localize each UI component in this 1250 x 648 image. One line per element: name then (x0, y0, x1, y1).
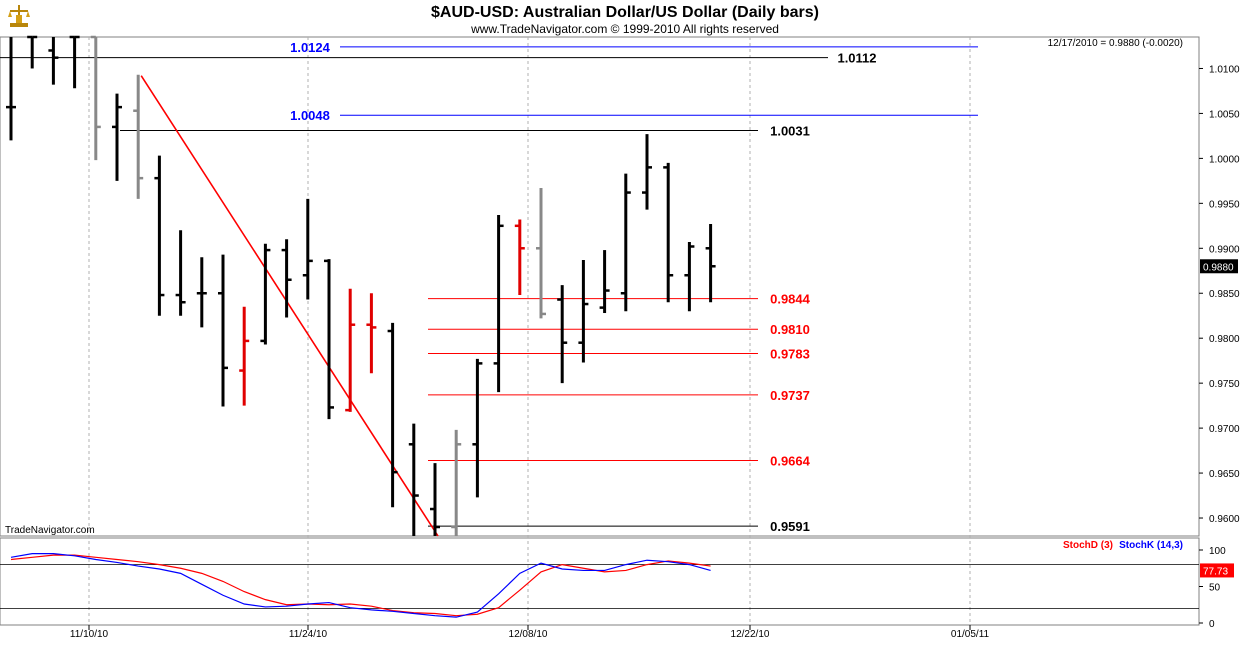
ohlc-bar (196, 257, 207, 328)
ohlc-bar (6, 37, 16, 141)
ohlc-bar (366, 293, 377, 374)
ohlc-bar (90, 35, 101, 161)
osc-legend-entry: StochD (3) (1063, 540, 1113, 551)
stochastic-panel: 100 50 0 StochK (14,3) StochD (3) 77.73 (0, 540, 1234, 630)
ohlc-bar (260, 243, 271, 345)
ohlc-bar (599, 250, 610, 314)
ohlc-bar (493, 215, 504, 393)
watermark: TradeNavigator.com (5, 525, 95, 536)
ohlc-bar (557, 285, 568, 384)
ohlc-bar (69, 35, 80, 89)
ohlc-bar (472, 358, 483, 498)
ohlc-bar (27, 35, 38, 69)
ohlc-bar (154, 155, 165, 316)
ohlc-bar (175, 230, 186, 316)
level-label: 1.0124 (290, 40, 331, 55)
osc-last-value-label: 77.73 (1203, 566, 1228, 577)
trendline-group (140, 75, 439, 537)
gridlines (88, 37, 971, 625)
ohlc-bar (324, 259, 334, 420)
x-tick-label: 01/05/11 (951, 629, 990, 640)
osc-y-tick-label: 100 (1209, 546, 1226, 557)
ohlc-bar (218, 254, 228, 407)
ohlc-bar (281, 239, 292, 318)
y-tick-label: 0.9850 (1209, 289, 1240, 300)
level-label: 0.9844 (770, 292, 811, 307)
last-price-tag (1200, 259, 1238, 274)
ohlc-bar (620, 173, 631, 312)
y-tick-label: 0.9950 (1209, 199, 1240, 210)
y-tick-label: 0.9800 (1209, 334, 1240, 345)
ohlc-bar (642, 134, 652, 210)
ohlc-bar (239, 306, 250, 406)
price-axis: 1.0100 1.0050 1.0000 0.9950 0.9900 0.9850 0.98… (1199, 64, 1240, 525)
ohlc-bar (536, 188, 546, 319)
y-tick-label: 1.0000 (1209, 154, 1240, 165)
trade-navigator-logo-icon (8, 5, 30, 27)
trendline (140, 75, 439, 537)
ohlc-bar (684, 241, 695, 312)
ohlc-bar (48, 37, 59, 85)
ohlc-bar (133, 74, 144, 199)
osc-last-value-tag (1200, 563, 1234, 578)
y-tick-label: 1.0100 (1209, 64, 1240, 75)
level-lines: 1.0124 1.0112 1.0048 1.0031 0.9844 0.9810 0.97… (0, 40, 978, 534)
last-readout: 12/17/2010 = 0.9880 (-0.0020) (1048, 38, 1183, 49)
level-label: 0.9810 (770, 322, 810, 337)
last-price-tag-label: 0.9880 (1203, 262, 1234, 273)
y-tick-label: 0.9900 (1209, 244, 1240, 255)
ohlc-bar (430, 463, 440, 536)
x-tick-label: 11/24/10 (289, 629, 328, 640)
ohlc-bar (705, 224, 716, 303)
ohlc-bar (387, 322, 398, 508)
level-label: 1.0031 (770, 124, 810, 139)
level-label: 0.9591 (770, 519, 810, 534)
chart-subtitle: www.TradeNavigator.com © 1999-2010 All r… (470, 22, 779, 36)
price-bars (6, 35, 716, 536)
ohlc-bar (302, 198, 313, 300)
x-tick-label: 11/10/10 (70, 629, 109, 640)
level-label: 1.0112 (837, 51, 876, 66)
osc-y-tick-label: 0 (1209, 619, 1215, 630)
y-tick-label: 0.9700 (1209, 424, 1240, 435)
chart-title: $AUD-USD: Australian Dollar/US Dollar (D… (431, 4, 819, 21)
y-tick-label: 0.9600 (1209, 514, 1240, 525)
oscillator-plot-frame (0, 537, 1200, 626)
osc-y-tick-label: 50 (1209, 583, 1221, 594)
y-tick-label: 1.0050 (1209, 109, 1240, 120)
ohlc-bar (112, 93, 122, 181)
ohlc-bar (663, 162, 674, 303)
y-tick-label: 0.9750 (1209, 379, 1240, 390)
main-plot-frame (0, 36, 1200, 537)
osc-series-line (10, 553, 711, 618)
ohlc-bar (345, 288, 356, 412)
level-label: 1.0048 (290, 108, 330, 123)
y-tick-label: 0.9650 (1209, 469, 1240, 480)
osc-legend-entry: StochK (14,3) (1119, 540, 1183, 551)
x-tick-label: 12/22/10 (731, 629, 770, 640)
level-label: 0.9664 (770, 453, 811, 468)
level-label: 0.9737 (770, 388, 810, 403)
ohlc-bar (514, 219, 525, 296)
date-axis: 11/10/10 11/24/10 12/08/10 12/22/10 01/05/11 (70, 625, 990, 640)
ohlc-bar (408, 423, 419, 536)
x-tick-label: 12/08/10 (509, 629, 548, 640)
level-label: 0.9783 (770, 346, 810, 361)
ohlc-bar (451, 429, 462, 536)
ohlc-bar (578, 259, 589, 363)
